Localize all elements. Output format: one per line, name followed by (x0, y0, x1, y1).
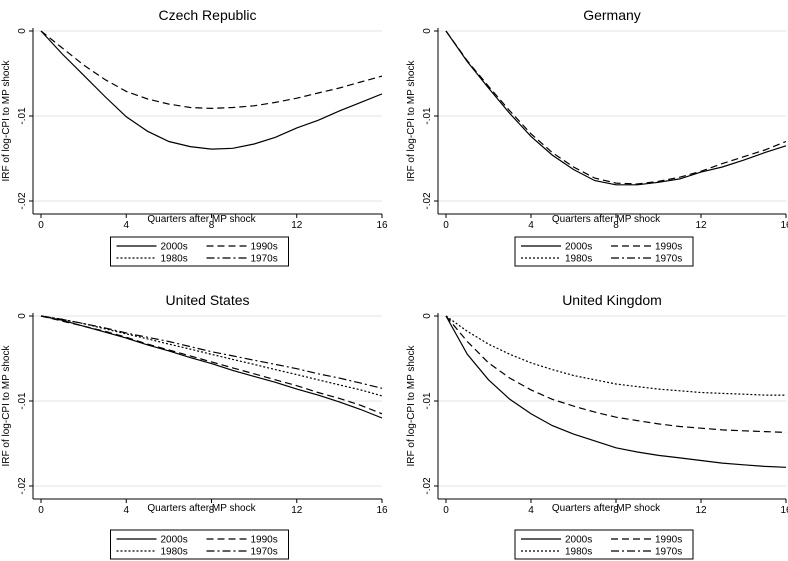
series-line-2000s (445, 315, 787, 468)
x-axis-label: Quarters after MP shock (147, 503, 256, 514)
x-tick-label: 4 (123, 505, 129, 516)
legend-box (110, 529, 289, 560)
x-tick-label: 8 (209, 220, 215, 231)
panel-2: 0 -.01 -.02 0 4 8 12 16 United States Quarters af… (1, 292, 388, 560)
x-tick-label: 8 (613, 220, 619, 231)
legend-label-2000s: 2000s (161, 242, 188, 253)
series-line-1990s (445, 30, 787, 185)
series-line-1980s (445, 315, 786, 396)
panel-1: 0 -.01 -.02 0 4 8 12 16 Germany Quarters after MP… (406, 7, 788, 267)
legend-label-1970s: 1970s (251, 547, 278, 558)
series-line-1990s (40, 30, 383, 110)
y-tick-label: -.02 (422, 192, 433, 210)
series-line-1970s (40, 315, 383, 389)
panel-title: Germany (583, 7, 641, 23)
legend-box (110, 236, 289, 267)
panel-3: 0 -.01 -.02 0 4 8 12 16 United Kingdom Quarters a… (406, 292, 788, 560)
series-line-2000s (445, 30, 787, 186)
y-tick-label: -.02 (422, 477, 433, 495)
legend-label-1980s: 1980s (565, 254, 592, 265)
legend-label-1990s: 1990s (251, 242, 278, 253)
panel-title: United States (165, 292, 249, 308)
y-axis-label: IRF of log-CPI to MP shock (1, 60, 12, 182)
legend-label-1970s: 1970s (251, 254, 278, 265)
x-tick-label: 16 (376, 505, 388, 516)
x-tick-label: 4 (528, 220, 534, 231)
series-line-1990s (40, 315, 383, 415)
legend-label-2000s: 2000s (565, 242, 592, 253)
panel-0: 0 -.01 -.02 0 4 8 12 16 Czech Republic Quarters a… (1, 7, 388, 267)
y-axis-label: IRF of log-CPI to MP shock (406, 345, 417, 467)
panel-title: United Kingdom (562, 292, 662, 308)
legend-label-1970s: 1970s (655, 254, 682, 265)
legend-box (514, 529, 694, 560)
legend-label-1990s: 1990s (251, 535, 278, 546)
legend: 2000s 1990s 1980s 1970s (514, 529, 694, 560)
series-line-1980s (40, 315, 383, 397)
x-axis-label: Quarters after MP shock (147, 214, 256, 225)
legend-label-1990s: 1990s (655, 535, 682, 546)
legend-label-1980s: 1980s (565, 547, 592, 558)
x-tick-label: 12 (695, 220, 707, 231)
x-tick-label: 0 (38, 505, 44, 516)
y-tick-label: 0 (422, 28, 433, 34)
x-tick-label: 0 (38, 220, 44, 231)
x-tick-label: 12 (291, 505, 303, 516)
legend-label-1980s: 1980s (161, 254, 188, 265)
legend-box (514, 236, 694, 267)
legend-label-1990s: 1990s (655, 242, 682, 253)
series-line-2000s (40, 30, 383, 150)
x-tick-label: 0 (443, 505, 449, 516)
y-tick-label: 0 (17, 313, 28, 319)
x-tick-label: 0 (443, 220, 449, 231)
y-axis-label: IRF of log-CPI to MP shock (406, 60, 417, 182)
legend-label-1970s: 1970s (655, 547, 682, 558)
legend: 2000s 1990s 1980s 1970s (110, 529, 289, 560)
x-tick-label: 4 (528, 505, 534, 516)
y-tick-label: -.02 (17, 192, 28, 210)
y-tick-label: -.01 (422, 392, 433, 410)
x-tick-label: 8 (209, 505, 215, 516)
x-tick-label: 16 (780, 220, 788, 231)
series-line-2000s (40, 315, 383, 419)
legend: 2000s 1990s 1980s 1970s (514, 236, 694, 267)
series-line-1990s (445, 315, 787, 433)
x-tick-label: 16 (376, 220, 388, 231)
legend-label-1980s: 1980s (161, 547, 188, 558)
x-axis-label: Quarters after MP shock (552, 214, 661, 225)
legend: 2000s 1990s 1980s 1970s (110, 236, 289, 267)
x-tick-label: 12 (291, 220, 303, 231)
x-axis-label: Quarters after MP shock (552, 503, 661, 514)
legend-label-2000s: 2000s (565, 535, 592, 546)
y-tick-label: -.01 (422, 107, 433, 125)
y-tick-label: -.01 (17, 392, 28, 410)
y-tick-label: 0 (17, 28, 28, 34)
x-tick-label: 8 (613, 505, 619, 516)
x-tick-label: 16 (780, 505, 788, 516)
y-tick-label: 0 (422, 313, 433, 319)
x-tick-label: 12 (695, 505, 707, 516)
panel-title: Czech Republic (158, 7, 256, 23)
legend-label-2000s: 2000s (161, 535, 188, 546)
y-axis-label: IRF of log-CPI to MP shock (1, 345, 12, 467)
y-tick-label: -.02 (17, 477, 28, 495)
y-tick-label: -.01 (17, 107, 28, 125)
x-tick-label: 4 (123, 220, 129, 231)
